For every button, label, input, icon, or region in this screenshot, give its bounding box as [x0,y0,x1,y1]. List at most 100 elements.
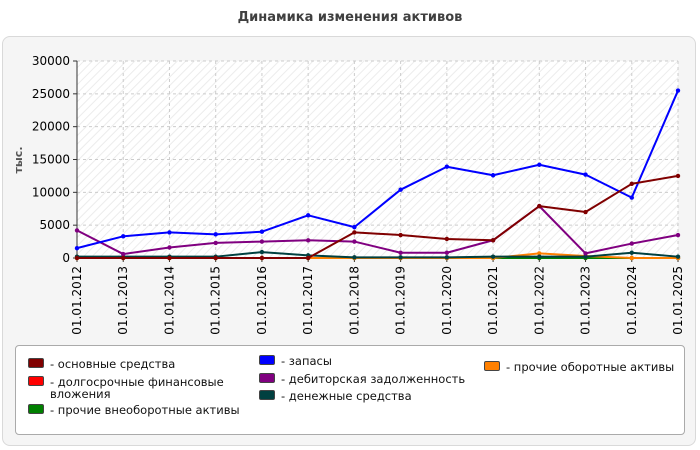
y-axis: 0 5000 10000 15000 20000 25000 30000 [32,54,78,265]
series-line [76,90,679,250]
legend: - основные средства - долгосрочные финан… [15,345,685,435]
legend-label: - дебиторская задолженность [281,372,466,386]
data-point [121,234,126,239]
y-tick-label: 25000 [32,87,70,101]
data-point [305,213,311,218]
data-point [583,172,588,177]
data-point [583,209,588,215]
data-point [167,255,172,261]
x-tick-label: 01.01.2024 [625,266,639,335]
data-point [398,232,403,238]
data-point [629,195,634,200]
series-0 [74,173,681,261]
y-tick-label: 30000 [32,54,70,68]
data-point [629,241,634,246]
series-layer [74,88,681,261]
x-tick-label: 01.01.2015 [209,266,223,335]
y-tick-label: 20000 [32,120,70,134]
chart-area: 0 5000 10000 15000 20000 25000 30000 01.01.201… [12,54,685,335]
y-tick-label: 15000 [32,153,70,167]
chart-title: Динамика изменения активов [237,10,463,25]
x-tick-label: 01.01.2012 [70,266,84,335]
data-point [121,255,126,261]
data-point [352,224,357,230]
legend-label: - долгосрочные финансовые вложения [50,375,224,401]
data-point [583,251,588,256]
data-point [675,88,681,93]
data-point [74,228,80,233]
legend-label: - запасы [281,354,332,368]
data-point [259,229,265,234]
y-axis-title: тыс. [12,146,25,173]
legend-swatch [259,373,275,383]
data-point [537,203,542,209]
legend-label: - прочие оборотные активы [506,360,675,374]
data-point [629,181,634,186]
data-point [537,162,542,167]
data-point [352,239,357,244]
series-line [77,174,679,259]
data-point [490,238,496,243]
legend-swatch [484,361,500,371]
legend-swatch [28,404,44,414]
data-point [629,255,634,261]
data-point [444,164,450,169]
data-point [305,255,311,261]
x-tick-label: 01.01.2020 [440,266,454,335]
x-tick-label: 01.01.2013 [116,266,130,335]
x-tick-label: 01.01.2023 [579,266,593,335]
legend-swatch [28,376,44,386]
data-point [490,173,496,178]
x-tick-label: 01.01.2025 [671,266,685,335]
x-tick-label: 01.01.2022 [532,266,546,335]
legend-label: - денежные средства [281,389,412,403]
data-point [259,239,265,244]
data-point [213,232,218,237]
data-point [167,230,172,235]
data-point [121,251,126,257]
y-tick-label: 5000 [39,218,70,232]
data-point [537,254,542,259]
x-tick-label: 01.01.2014 [162,266,176,335]
data-point [444,250,450,255]
data-point [398,255,403,260]
legend-swatch [259,390,275,400]
data-point [213,240,218,246]
x-axis: 01.01.2012 01.01.2013 01.01.2014 01.01.2015… [70,257,685,335]
data-point [352,255,357,260]
x-tick-label: 01.01.2019 [394,266,408,335]
series-line [77,251,679,259]
data-point [444,255,450,260]
x-tick-label: 01.01.2017 [301,266,315,335]
data-point [490,254,496,259]
data-point [305,238,311,243]
data-point [259,249,265,255]
data-point [537,251,542,256]
x-tick-label: 01.01.2021 [486,266,500,335]
y-tick-label: 0 [62,251,70,265]
y-tick-label: 10000 [32,185,70,199]
data-point [167,245,172,250]
series-4 [74,203,681,257]
data-point [675,173,681,179]
data-point [398,187,403,192]
data-point [74,245,80,251]
data-point [352,230,357,235]
legend-swatch [259,355,275,365]
data-point [398,250,403,255]
legend-label: - основные средства [50,357,176,371]
x-tick-label: 01.01.2018 [347,266,361,335]
data-point [675,254,681,259]
data-point [74,255,80,261]
series-5 [74,249,681,260]
data-point [259,255,265,261]
x-tick-label: 01.01.2016 [255,266,269,335]
data-point [444,236,450,242]
series-line [76,205,679,256]
data-point [583,254,588,259]
data-point [213,255,218,261]
legend-label: - прочие внеоборотные активы [50,403,240,417]
data-point [675,232,681,238]
series-3 [74,88,681,251]
data-point [629,250,634,255]
